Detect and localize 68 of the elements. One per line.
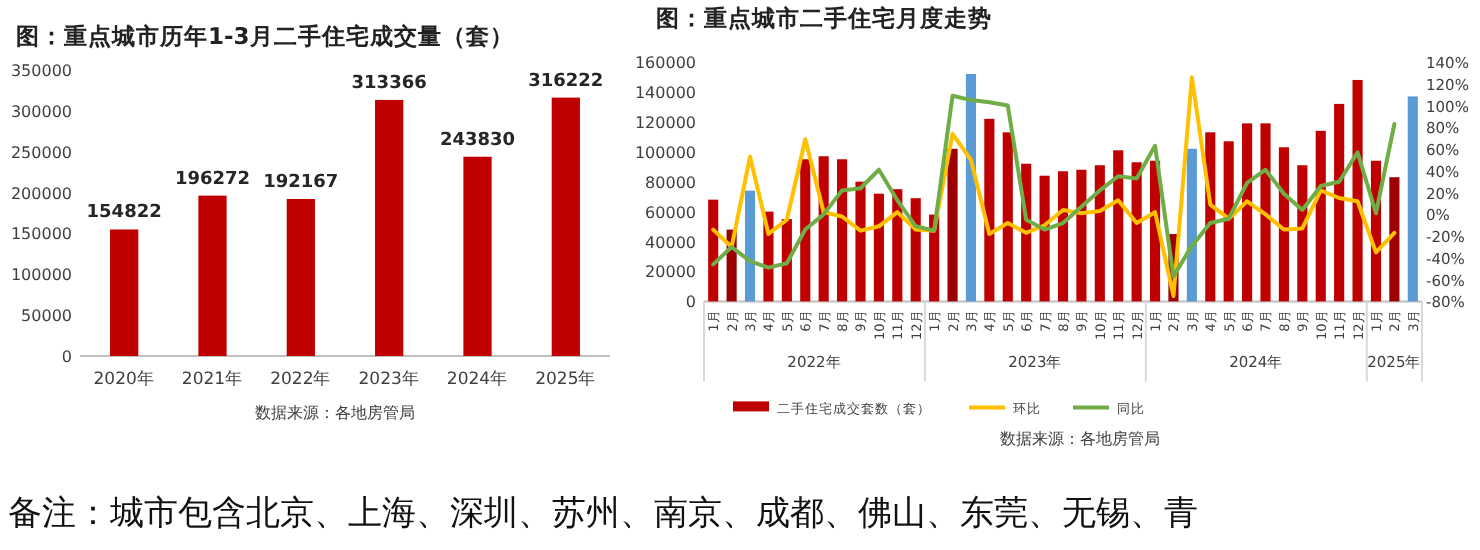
bar: [1186, 148, 1197, 302]
bar: [708, 199, 719, 302]
y-tick-label: 150000: [10, 225, 72, 244]
bar: [1039, 175, 1050, 302]
bar: [1334, 103, 1345, 302]
data-label: 243830: [439, 130, 516, 151]
y-tick-label: 20000: [645, 263, 696, 282]
y-tick-label: 140000: [634, 83, 696, 102]
text: 备注：城市包含北京、上海、深圳、苏州、南京、成都、佛山、东莞、无锡、青: [8, 494, 1198, 534]
bar: [1113, 150, 1124, 302]
y-tick-label: 350000: [10, 62, 72, 80]
bar: [1297, 165, 1308, 302]
source-note: 数据来源：各地房管局: [1000, 430, 1160, 448]
bar: [375, 99, 404, 356]
bar: [1315, 130, 1326, 302]
bar: [1057, 171, 1069, 302]
bar: [1223, 141, 1234, 302]
bar: [800, 159, 811, 302]
bar: [1242, 123, 1253, 302]
chart-title: 图：重点城市二手住宅月度走势: [656, 4, 992, 32]
bar: [873, 193, 884, 302]
y-tick-label: 120000: [634, 113, 696, 132]
bar: [984, 118, 995, 302]
bar: [1407, 96, 1418, 302]
y-tick-label: 60000: [645, 203, 696, 222]
bar: [463, 156, 492, 356]
bar: [965, 73, 977, 302]
data-label: 316222: [528, 71, 604, 92]
bar: [1076, 169, 1087, 302]
y-tick-label: 160000: [634, 54, 696, 72]
data-label: 192167: [263, 172, 339, 193]
bar: [1131, 162, 1142, 302]
y-tick-label: 0: [61, 348, 72, 366]
x-tick-label: 2023年: [358, 368, 420, 390]
x-tick-label: 2022年: [270, 368, 332, 390]
x-tick-label: 2025年: [535, 368, 597, 390]
y-tick-label: 100000: [634, 143, 696, 162]
bar: [947, 148, 958, 302]
bar: [551, 97, 580, 356]
data-label: 196272: [174, 169, 251, 190]
bar: [110, 229, 139, 356]
x-tick-label: 2024年: [446, 368, 509, 390]
bar: [1260, 123, 1271, 302]
y-tick-label: 40000: [645, 233, 696, 252]
bar: [855, 181, 866, 302]
data-label: 313366: [351, 73, 427, 94]
y-tick-label: 80000: [645, 173, 696, 192]
bar: [1094, 165, 1105, 302]
y-tick-label: 300000: [10, 102, 72, 121]
bar: [286, 198, 315, 356]
y-tick-label: 50000: [21, 307, 72, 326]
y-tick-label: 0: [685, 293, 696, 312]
bar: [1389, 177, 1400, 302]
bar: [1002, 132, 1013, 302]
source-note: 数据来源：各地房管局: [255, 404, 415, 422]
bar: [198, 195, 227, 356]
y-tick-label: 100000: [10, 266, 72, 285]
bar: [910, 198, 921, 302]
bar: [1352, 79, 1363, 302]
bar: [837, 159, 848, 302]
data-label: 154822: [86, 203, 162, 224]
bar: [744, 190, 756, 302]
y-tick-label: 200000: [10, 184, 72, 203]
y-tick-label: 250000: [10, 143, 72, 162]
x-tick-label: 2020年: [93, 368, 155, 390]
x-tick-label: 2021年: [181, 368, 244, 390]
chart-title: 图：重点城市历年1-3月二手住宅成交量（套）: [16, 22, 514, 50]
bar: [1278, 147, 1289, 302]
